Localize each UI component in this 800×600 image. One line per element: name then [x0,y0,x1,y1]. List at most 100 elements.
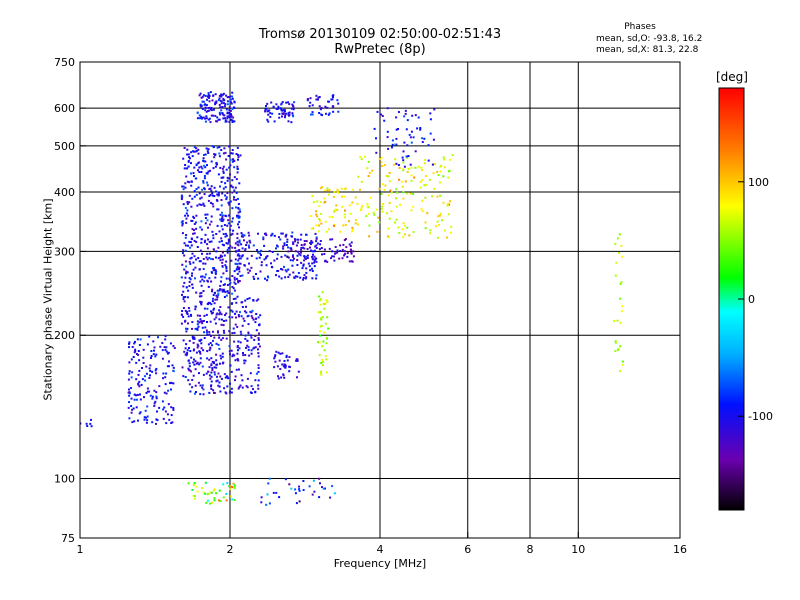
data-point [172,407,175,409]
data-point [438,214,441,217]
data-point [276,257,279,260]
data-point [206,150,209,153]
data-point [226,249,229,251]
data-point [419,127,422,129]
data-point [390,210,393,213]
data-point [281,101,284,104]
data-point [285,101,288,104]
data-point [223,331,226,334]
data-point [228,277,231,280]
data-point [434,163,437,165]
data-point [257,355,260,358]
data-point [442,175,445,178]
data-point [229,245,232,248]
data-point [206,164,208,167]
data-point [142,356,145,359]
data-point [271,233,274,236]
data-point [153,346,156,349]
data-point [256,249,259,251]
data-point [216,120,219,123]
data-point [188,383,191,386]
data-point [384,184,387,187]
data-point [165,422,168,425]
data-point [195,164,198,167]
data-point [213,366,216,369]
data-point [130,387,132,389]
data-point [333,255,335,258]
data-point [223,387,226,390]
data-point [199,318,202,321]
data-point [197,161,200,164]
data-point [427,159,430,162]
data-point [211,501,214,504]
data-point [200,241,203,244]
data-point [404,109,407,112]
data-point [222,233,225,235]
data-point [206,219,209,222]
data-point [197,344,200,347]
data-point [300,233,303,236]
data-point [206,493,209,496]
data-point [236,167,239,170]
data-point [206,333,209,336]
data-point [185,217,188,220]
data-point [275,103,278,106]
data-point [220,211,223,214]
data-point [201,487,204,490]
data-point [200,220,203,223]
data-point [241,274,244,277]
data-point [424,159,427,161]
data-point [320,318,323,321]
data-point [143,416,146,419]
data-point [225,312,228,315]
data-point [293,276,296,279]
data-point [312,227,315,230]
data-point [397,111,400,113]
data-point [127,406,130,409]
data-point [200,196,203,199]
data-point [238,249,241,251]
data-point [210,106,213,109]
data-point [331,238,334,241]
data-point [229,95,232,98]
data-point [334,208,337,211]
data-point [257,370,260,373]
data-point [329,238,332,241]
data-point [186,167,189,170]
data-point [231,316,234,319]
data-point [385,174,388,177]
data-point [311,113,314,116]
data-point [336,190,339,193]
data-point [337,191,340,194]
data-point [321,486,323,489]
data-point [215,353,218,356]
colorbar-tick-label: 100 [748,176,769,189]
data-point [210,387,213,390]
data-point [318,112,321,114]
data-point [186,148,189,151]
data-point [243,319,246,322]
data-point [212,330,214,333]
data-point [221,255,223,258]
data-point [225,94,228,97]
data-point [205,115,208,118]
data-point [223,147,226,150]
data-point [373,127,376,130]
data-point [216,193,219,196]
data-point [414,166,417,169]
data-point [185,234,188,236]
data-point [220,100,223,103]
data-point [188,347,190,349]
data-point [188,365,191,368]
data-point [305,255,308,258]
data-point [143,375,146,378]
data-point [215,363,218,366]
data-point [207,92,210,94]
data-point [372,211,375,214]
data-point [172,382,175,385]
data-point [200,295,203,298]
data-point [211,369,214,371]
data-point [212,205,215,208]
data-point [443,158,446,161]
data-point [204,109,207,112]
